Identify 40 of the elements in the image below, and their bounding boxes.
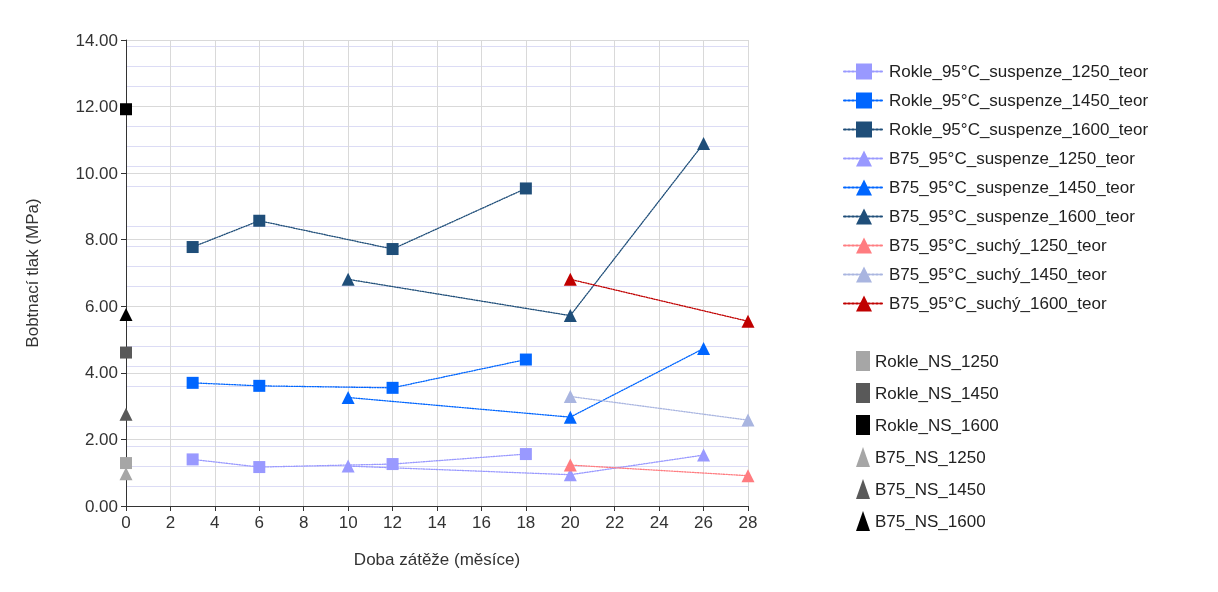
y-tick-label: 4.00 [84,363,118,383]
x-tick-label: 10 [338,513,358,532]
x-tick-label: 12 [383,513,403,532]
legend-label: Rokle_NS_1250 [875,351,999,371]
legend-label: B75_95°C_suchý_1250_teor [889,236,1107,255]
legend-label: B75_95°C_suchý_1450_teor [889,265,1107,284]
x-tick-label: 14 [427,513,447,532]
y-tick-label: 0.00 [84,496,118,516]
legend-label: B75_95°C_suspenze_1250_teor [889,149,1136,168]
x-tick-label: 28 [738,513,758,532]
x-tick-label: 24 [649,513,669,532]
y-tick-label: 6.00 [84,296,118,316]
legend-label: B75_95°C_suspenze_1600_teor [889,207,1136,226]
legend-label: Rokle_95°C_suspenze_1600_teor [889,120,1149,139]
legend-label: B75_NS_1450 [875,479,986,499]
x-tick-label: 16 [471,513,491,532]
x-tick-label: 4 [210,513,220,532]
y-tick-label: 8.00 [84,230,118,250]
legend-label: B75_95°C_suspenze_1450_teor [889,178,1136,197]
x-tick-label: 22 [605,513,625,532]
legend-label: Rokle_NS_1600 [875,415,999,435]
legend-label: B75_95°C_suchý_1600_teor [889,294,1107,313]
y-tick-label: 12.00 [75,97,118,117]
x-tick-label: 2 [165,513,176,532]
x-tick-label: 18 [516,513,536,532]
x-tick-label: 0 [121,513,131,532]
legend-label: Rokle_NS_1450 [875,383,999,403]
x-tick-label: 20 [560,513,580,532]
x-axis-title: Doba zátěže (měsíce) [353,550,521,569]
y-axis-title: Bobtnací tlak (MPa) [23,198,42,348]
legend-label: B75_NS_1600 [875,511,986,531]
legend-label: Rokle_95°C_suspenze_1450_teor [889,91,1149,110]
legend-label: Rokle_95°C_suspenze_1250_teor [889,62,1149,81]
y-tick-label: 10.00 [75,163,118,183]
x-tick-label: 26 [694,513,714,532]
y-tick-label: 14.00 [75,30,118,50]
y-tick-label: 2.00 [84,429,118,449]
x-tick-label: 8 [298,513,309,532]
legend-label: B75_NS_1250 [875,447,986,467]
x-tick-label: 6 [254,513,265,532]
